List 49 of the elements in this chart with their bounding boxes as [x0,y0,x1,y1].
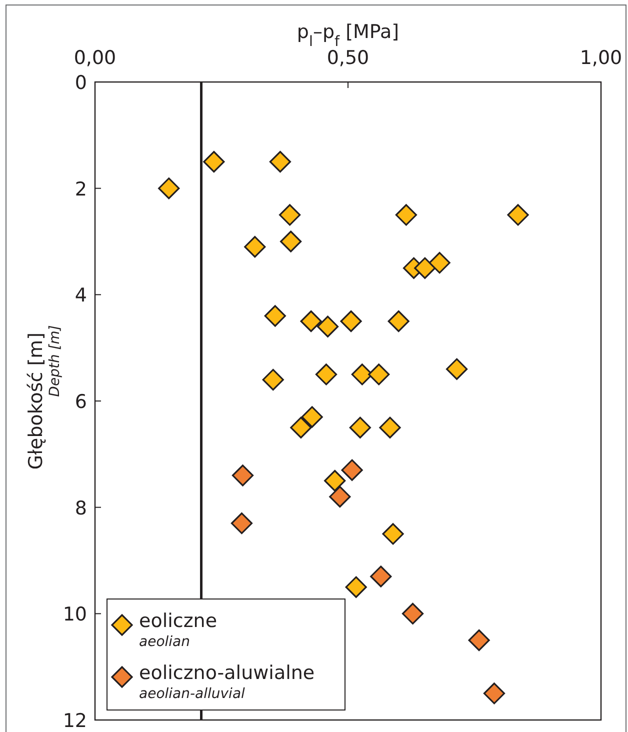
point [316,316,339,338]
y-tick-label: 2 [74,178,87,200]
legend-label: eoliczno-aluwialne aeolian-alluvial [139,662,315,702]
point [203,150,225,173]
point [370,566,392,588]
point [345,576,367,598]
point [300,310,322,332]
point [232,464,254,486]
point [341,459,363,481]
x-tick-label: 0,00 [74,47,116,69]
y-tick-label: 4 [74,284,87,307]
point [428,252,450,274]
point [269,150,291,173]
point [329,486,351,508]
y-tick-label: 12 [62,710,87,732]
point [280,230,302,252]
y-tick-label: 0 [74,72,87,94]
point [414,257,436,279]
point [264,305,286,327]
x-axis-title: p$_{l}$–p$_{f}$ [MPa] [296,21,400,50]
point [244,236,266,258]
point [402,602,424,624]
y-tick-label: 10 [62,604,87,626]
point [368,364,390,386]
point [315,364,338,386]
text: Depth [m] [47,325,63,397]
point [388,310,410,332]
point [262,368,284,391]
point [507,204,529,226]
point [379,416,401,438]
point [301,406,323,428]
point [468,629,490,652]
point [382,523,404,545]
point [446,358,468,380]
y-tick-label: 6 [74,391,87,413]
legend-label: eoliczne aeolian [139,610,218,650]
point [340,310,362,332]
point [158,178,180,200]
point [483,682,506,704]
point [349,416,371,438]
point [395,204,417,226]
y-axis-title: Głębokość [m] [25,332,47,470]
y-tick-label: 8 [74,497,87,520]
point [324,470,346,492]
point [279,204,301,226]
point [290,416,312,438]
point [230,512,253,534]
x-tick-label: 0,50 [326,47,370,69]
x-tick-label: 1,00 [580,47,622,69]
